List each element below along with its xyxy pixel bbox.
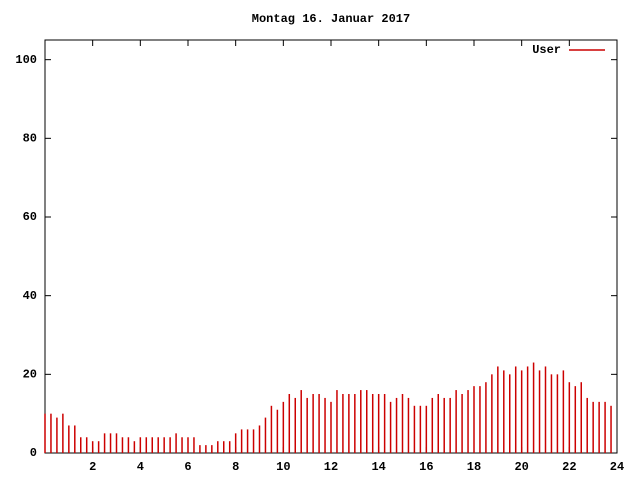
y-tick-label: 0: [30, 446, 37, 460]
chart-title: Montag 16. Januar 2017: [252, 12, 410, 26]
y-tick-label: 100: [15, 53, 37, 67]
x-tick-label: 12: [324, 460, 338, 474]
y-tick-label: 20: [23, 368, 37, 382]
x-tick-label: 22: [562, 460, 576, 474]
plot-frame: [44, 39, 618, 454]
x-tick-label: 4: [137, 460, 144, 474]
legend-label: User: [532, 43, 561, 57]
x-tick-label: 20: [514, 460, 528, 474]
y-tick-label: 60: [23, 210, 37, 224]
x-tick-label: 8: [232, 460, 239, 474]
y-tick-label: 80: [23, 132, 37, 146]
x-tick-label: 16: [419, 460, 433, 474]
x-tick-label: 10: [276, 460, 290, 474]
x-tick-label: 18: [467, 460, 481, 474]
x-tick-label: 24: [610, 460, 624, 474]
x-tick-label: 2: [89, 460, 96, 474]
x-tick-label: 6: [184, 460, 191, 474]
x-tick-label: 14: [371, 460, 385, 474]
y-tick-label: 40: [23, 289, 37, 303]
